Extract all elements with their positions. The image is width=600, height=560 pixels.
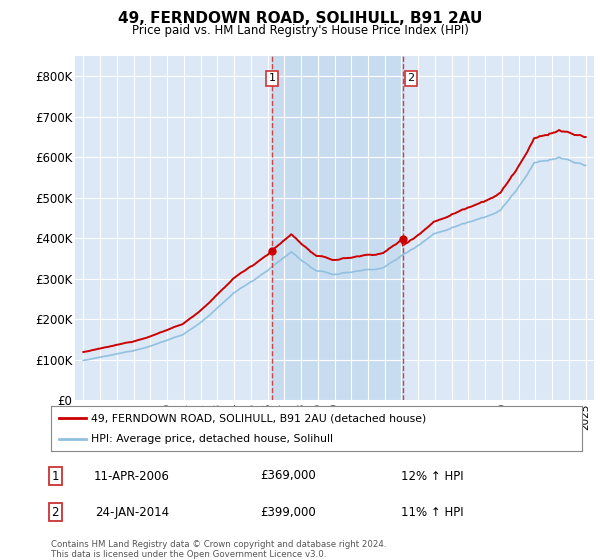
Text: 11% ↑ HPI: 11% ↑ HPI <box>401 506 463 519</box>
Text: 24-JAN-2014: 24-JAN-2014 <box>95 506 169 519</box>
Text: 2: 2 <box>52 506 59 519</box>
Text: 49, FERNDOWN ROAD, SOLIHULL, B91 2AU (detached house): 49, FERNDOWN ROAD, SOLIHULL, B91 2AU (de… <box>91 413 426 423</box>
Text: £369,000: £369,000 <box>260 469 316 483</box>
Text: 11-APR-2006: 11-APR-2006 <box>94 469 170 483</box>
Bar <box>272 56 403 400</box>
Text: 1: 1 <box>52 469 59 483</box>
Text: Contains HM Land Registry data © Crown copyright and database right 2024.
This d: Contains HM Land Registry data © Crown c… <box>51 540 386 559</box>
Text: 49, FERNDOWN ROAD, SOLIHULL, B91 2AU: 49, FERNDOWN ROAD, SOLIHULL, B91 2AU <box>118 11 482 26</box>
Text: Price paid vs. HM Land Registry's House Price Index (HPI): Price paid vs. HM Land Registry's House … <box>131 24 469 36</box>
Text: 2: 2 <box>407 73 415 83</box>
Text: 1: 1 <box>269 73 275 83</box>
Text: HPI: Average price, detached house, Solihull: HPI: Average price, detached house, Soli… <box>91 433 333 444</box>
Text: 12% ↑ HPI: 12% ↑ HPI <box>401 469 463 483</box>
Text: £399,000: £399,000 <box>260 506 316 519</box>
